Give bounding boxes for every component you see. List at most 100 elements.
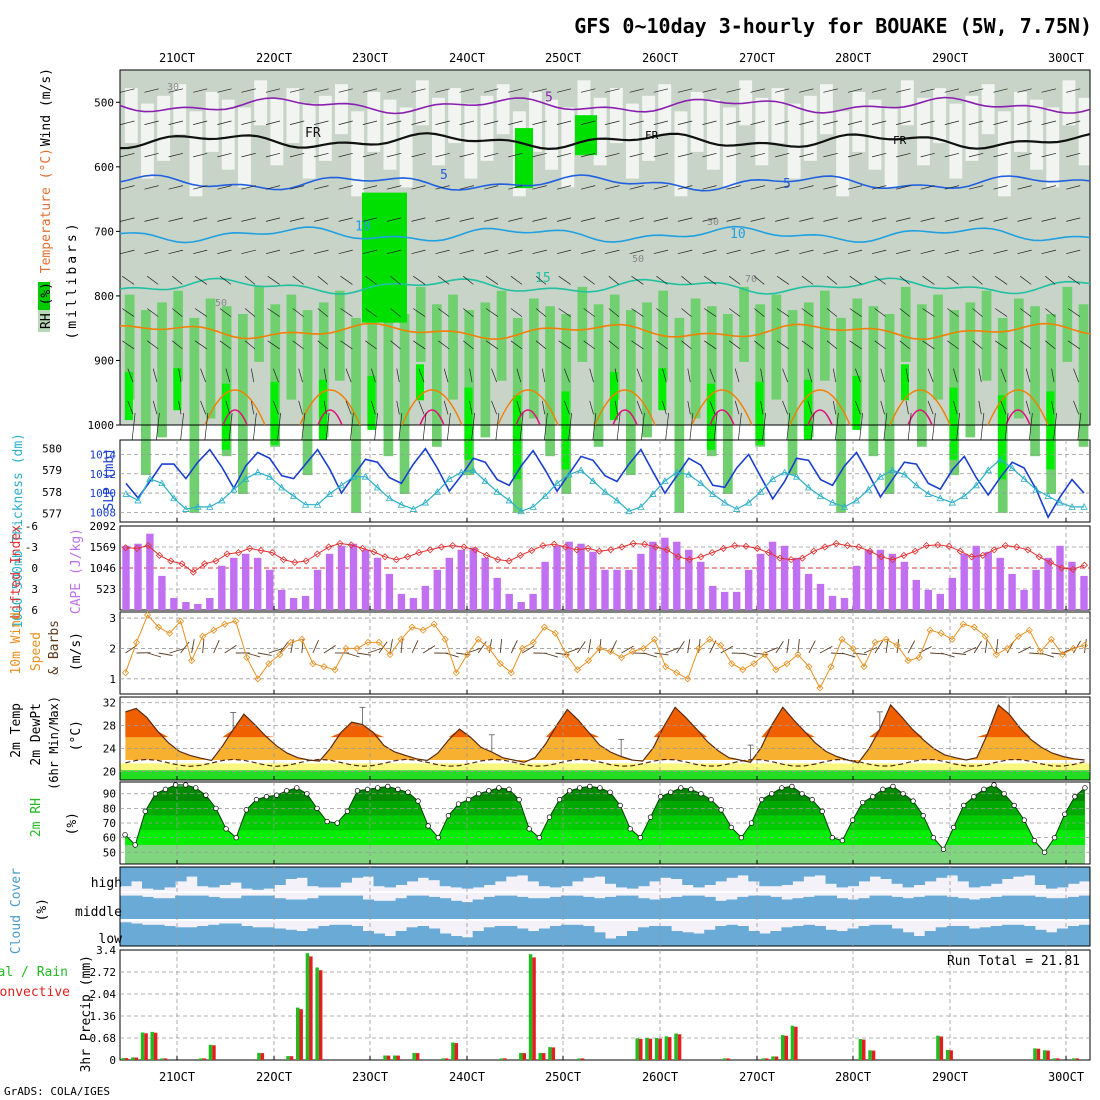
wind-barb [510,308,523,317]
lifted-index-marker [550,540,558,548]
wind-barb [847,185,863,190]
rh-dry-patch [949,103,963,179]
wind10-marker [408,623,416,631]
cloud-high-label: high [91,876,122,891]
thickness-tick-label: 577 [42,507,62,520]
wind-barb [365,308,377,317]
thickness-marker [948,498,956,506]
cloud-middle-bar [395,898,408,919]
panel-wind10m: 123 [109,611,1091,695]
cross-section-frame [119,69,1091,426]
wind-barb [253,412,257,441]
wind-barb [681,340,692,350]
thickness-tick-label: 578 [42,486,62,499]
rh-label-30: 30 [167,82,179,93]
lifted-index-marker [234,549,242,557]
rh2m-marker [637,834,644,841]
cloud-middle-bar [682,895,694,919]
wind-barb [677,185,693,190]
rh2m-marker [769,791,775,797]
cloud-high-bar [274,867,286,885]
thickness-marker [1068,503,1076,510]
wind-tick-label: 3 [109,612,116,625]
temp-tick-label: 20 [103,765,116,778]
top-date-axis: 21OCT 22OCT 23OCT 24OCT 25OCT 26OCT 27OCT 28OCT… [159,51,1084,65]
precip-convective-bar [260,1053,265,1060]
thickness-marker [996,455,1004,463]
thickness-marker [565,470,573,478]
rh-dry-patch [205,91,219,152]
wind-barb [1077,412,1082,441]
wind-barb [556,152,572,158]
top-date-label: 24OCT [449,51,485,65]
wind10-marker [265,660,273,668]
rh-dry-patch [820,84,833,135]
cape-bar [948,577,956,610]
wind10-marker [926,626,934,634]
wind10-marker [750,660,758,668]
rh-label-70: 70 [745,274,757,285]
cloud-low-bar [627,931,639,946]
cloud-middle-bar [781,899,793,919]
wind-barb [241,120,256,125]
wind10-marker [595,644,604,653]
thickness-marker [421,498,430,506]
cloud-low-bar [373,933,385,946]
wind-barb [972,308,983,317]
wind-barb [120,217,135,222]
wind-barb [636,368,643,383]
cloud-middle-bar [627,895,639,919]
lifted-index-marker [246,544,254,552]
wind-barb [200,368,207,383]
thickness-marker [529,503,537,510]
wind-barb [704,340,717,350]
wind-barb [1067,340,1081,350]
wind10-barb [169,648,184,654]
precip-total-bar [868,1050,872,1060]
thickness-tick-label: 580 [42,443,62,456]
wind10-marker [441,635,449,643]
cape-bar [254,557,262,610]
lifted-index-marker [697,553,705,561]
rh-saturated-patch [367,375,376,430]
thickness-marker [493,487,501,495]
wind-barb [832,368,837,383]
rh2m-marker [870,793,876,800]
rh2m-unit: (%) [65,812,80,835]
lifted-index-marker [798,554,806,562]
wind-barb [178,368,182,383]
wind-barb [217,185,232,190]
wind-barb [709,400,716,415]
cape-bar [553,545,561,610]
wind-barb [485,308,499,317]
surface-isotherm-arc [612,409,638,426]
wind-barb [340,275,353,285]
wind-barb [823,152,838,158]
cloud-low-bar [538,928,551,946]
wind10-marker [276,650,284,659]
rh2m-marker [607,789,613,795]
rh-moist-patch [205,298,216,419]
rh-saturated-patch [415,364,424,401]
slp-tick-label: 1014 [90,448,117,461]
wind-barb [386,120,402,125]
rh-dry-patch [432,97,445,166]
rh-moist-patch [318,302,329,438]
wind-barb [968,217,984,222]
cloud-high-bar [571,867,584,882]
cape-bar [936,593,944,610]
cape-axis-title: CAPE (J/kg) [69,528,84,614]
wind-barb [413,308,426,317]
rh-dry-patch [917,97,930,166]
wind10-marker [132,638,141,646]
wind10-marker [584,657,593,665]
wind-barb [754,308,765,317]
cloud-middle-bar [219,898,231,919]
lifted-index-marker [144,542,152,550]
cape-bar [685,549,693,610]
thickness-marker [158,479,166,487]
cloud-high-bar [1056,867,1069,888]
rh-dry-patch [723,107,736,188]
cloud-middle-bar [858,898,870,919]
wind-barb [435,88,450,93]
